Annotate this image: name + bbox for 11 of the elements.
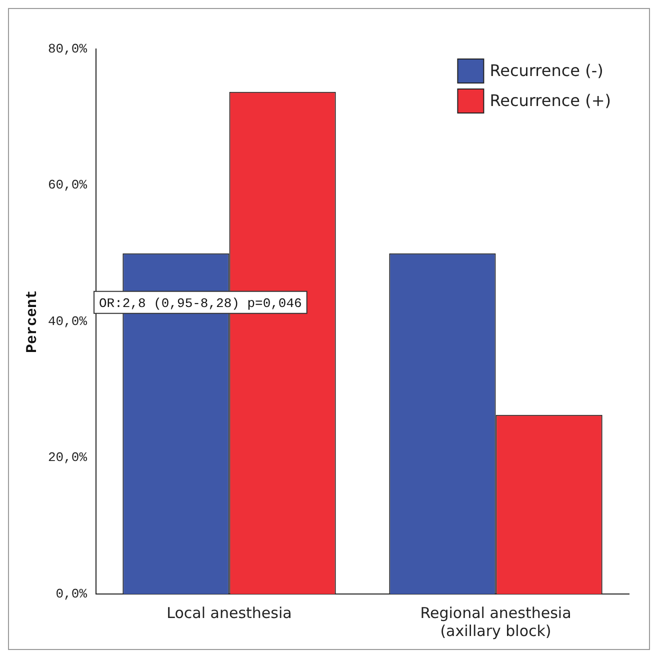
- y-tick-label: 60,0%: [48, 178, 88, 193]
- y-tick-label: 0,0%: [56, 586, 88, 602]
- x-tick-label: Regional anesthesia (axillary block): [420, 604, 572, 640]
- y-axis-title: Percent: [24, 290, 41, 354]
- y-tick-label: 40,0%: [48, 314, 88, 329]
- legend-label: Recurrence (-): [490, 61, 604, 80]
- legend-label: Recurrence (+): [490, 91, 612, 110]
- x-tick-label: Local anesthesia: [166, 604, 292, 622]
- annotation: OR:2,8 (0,95-8,28) p=0,046: [99, 296, 302, 311]
- y-tick-label: 80,0%: [48, 41, 88, 56]
- y-tick-label: 20,0%: [48, 450, 88, 466]
